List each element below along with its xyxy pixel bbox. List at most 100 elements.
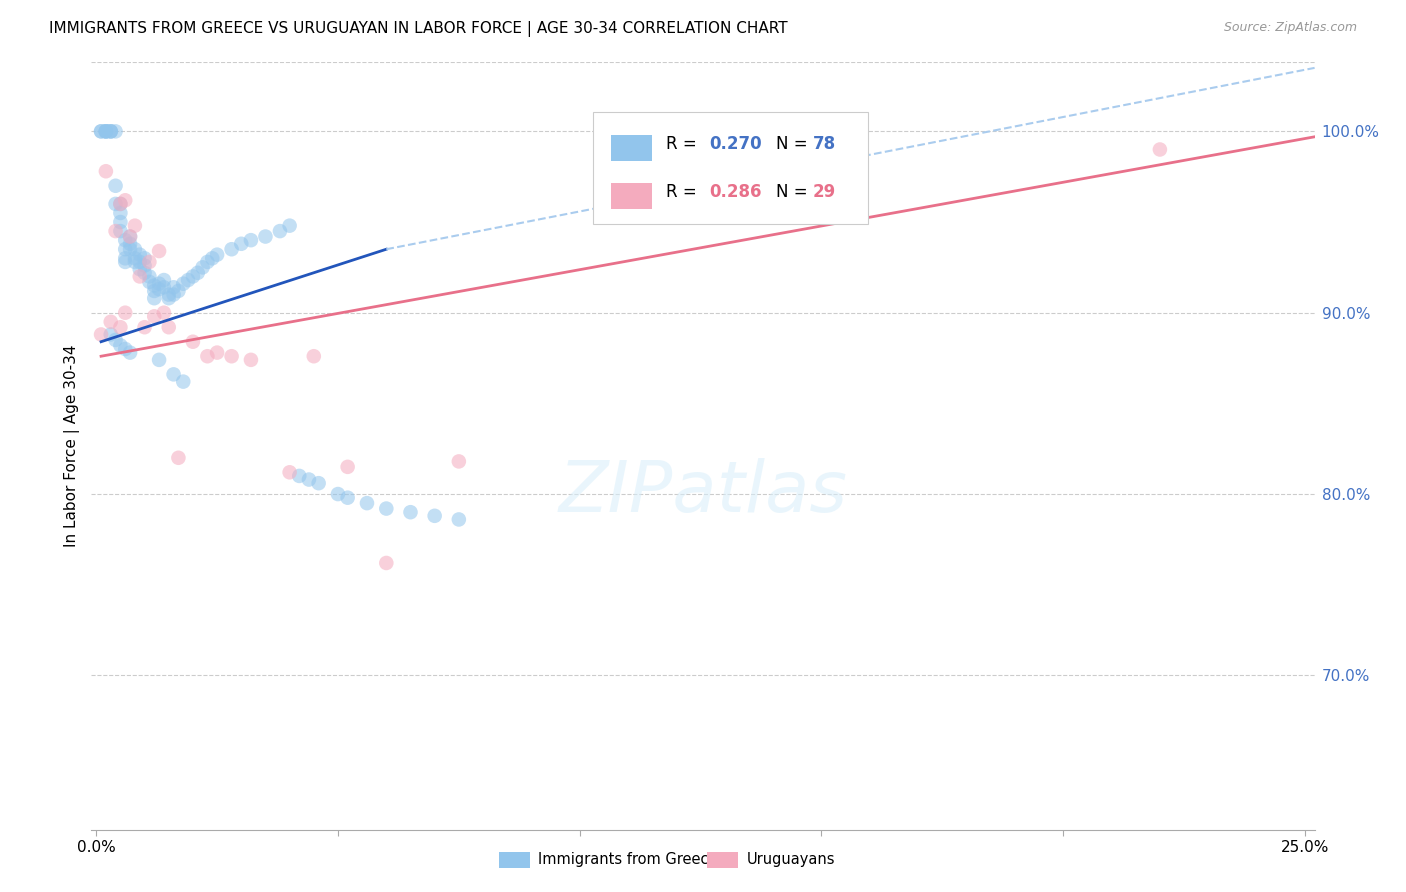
Point [205, 345, 228, 359]
Point [162, 368, 184, 382]
Point [134, 266, 156, 280]
FancyBboxPatch shape [593, 112, 868, 224]
Point [157, 287, 180, 301]
Point [124, 242, 146, 256]
Point [167, 284, 190, 298]
Point [302, 349, 325, 363]
Point [110, 197, 132, 211]
Point [94, 164, 117, 178]
Point [181, 269, 204, 284]
Point [375, 501, 398, 516]
Point [134, 320, 156, 334]
Point [128, 269, 150, 284]
Point [110, 215, 132, 229]
Point [110, 224, 132, 238]
Point [114, 342, 136, 356]
Point [197, 255, 219, 269]
Text: ZIPatlas: ZIPatlas [558, 458, 848, 526]
Text: IMMIGRANTS FROM GREECE VS URUGUAYAN IN LABOR FORCE | AGE 30-34 CORRELATION CHART: IMMIGRANTS FROM GREECE VS URUGUAYAN IN L… [49, 21, 787, 37]
Point [128, 262, 150, 277]
Point [110, 197, 132, 211]
Point [120, 242, 142, 256]
Point [423, 508, 446, 523]
Point [231, 236, 253, 251]
Point [143, 278, 166, 293]
Point [278, 465, 301, 479]
Point [162, 287, 184, 301]
Point [94, 124, 117, 138]
Point [148, 282, 170, 296]
Text: Source: ZipAtlas.com: Source: ZipAtlas.com [1223, 21, 1357, 34]
Point [1149, 143, 1171, 157]
Point [110, 338, 132, 352]
FancyBboxPatch shape [612, 183, 651, 209]
Point [197, 349, 219, 363]
Point [94, 124, 117, 138]
Point [278, 219, 301, 233]
Point [120, 345, 142, 359]
Point [269, 224, 291, 238]
Text: 0.286: 0.286 [709, 183, 762, 201]
Point [110, 206, 132, 220]
Point [124, 252, 146, 266]
Point [148, 352, 170, 367]
Point [153, 280, 176, 294]
Point [114, 194, 136, 208]
Point [120, 229, 142, 244]
Point [205, 248, 228, 262]
Point [90, 124, 112, 138]
Point [104, 224, 127, 238]
Point [128, 248, 150, 262]
Point [114, 306, 136, 320]
Text: Uruguayans: Uruguayans [747, 853, 835, 867]
Point [143, 291, 166, 305]
Point [143, 284, 166, 298]
Point [124, 219, 146, 233]
Point [128, 255, 150, 269]
Point [100, 124, 122, 138]
Point [181, 334, 204, 349]
Point [239, 233, 262, 247]
Text: N =: N = [776, 183, 813, 201]
Point [114, 242, 136, 256]
Point [375, 556, 398, 570]
Point [308, 476, 330, 491]
Point [153, 273, 176, 287]
Point [399, 505, 422, 519]
Point [221, 349, 243, 363]
Text: R =: R = [666, 183, 703, 201]
Point [94, 124, 117, 138]
Point [134, 252, 156, 266]
Point [239, 352, 262, 367]
Point [153, 306, 176, 320]
Point [110, 320, 132, 334]
Point [254, 229, 277, 244]
FancyBboxPatch shape [612, 135, 651, 161]
Point [100, 124, 122, 138]
Point [104, 333, 127, 347]
Point [114, 252, 136, 266]
Point [134, 259, 156, 273]
Point [100, 315, 122, 329]
Point [120, 236, 142, 251]
Point [336, 459, 359, 474]
Text: 0.270: 0.270 [709, 135, 762, 153]
Point [104, 197, 127, 211]
Y-axis label: In Labor Force | Age 30-34: In Labor Force | Age 30-34 [65, 344, 80, 548]
Point [157, 320, 180, 334]
Point [201, 252, 224, 266]
Point [288, 469, 311, 483]
Text: R =: R = [666, 135, 703, 153]
Point [104, 178, 127, 193]
Point [177, 273, 200, 287]
Point [100, 124, 122, 138]
Point [447, 512, 470, 526]
Point [162, 280, 184, 294]
Point [326, 487, 349, 501]
Point [148, 244, 170, 258]
Point [143, 310, 166, 324]
Point [157, 291, 180, 305]
Point [90, 327, 112, 342]
Point [100, 327, 122, 342]
Point [221, 242, 243, 256]
